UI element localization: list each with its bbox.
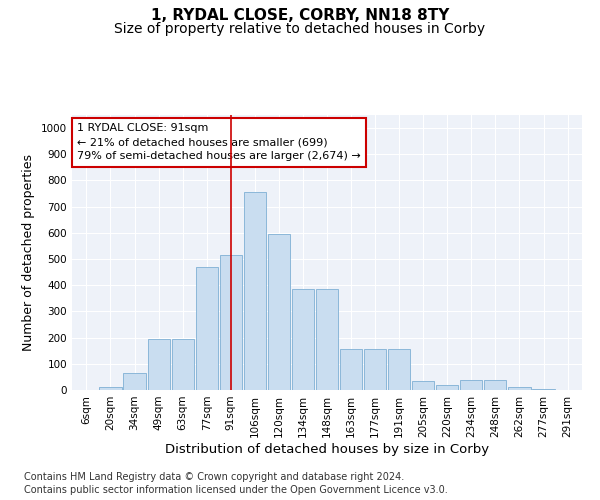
Bar: [100, 388, 122, 390]
Y-axis label: Number of detached properties: Number of detached properties: [22, 154, 35, 351]
Bar: [220, 255, 242, 390]
Bar: [388, 350, 410, 390]
Bar: [196, 267, 218, 390]
Bar: [268, 234, 290, 390]
X-axis label: Distribution of detached houses by size in Corby: Distribution of detached houses by size …: [165, 442, 489, 456]
Bar: [460, 380, 482, 390]
Bar: [124, 373, 146, 390]
Bar: [364, 350, 386, 390]
Bar: [484, 380, 506, 390]
Bar: [316, 289, 338, 390]
Bar: [532, 388, 554, 390]
Bar: [292, 289, 314, 390]
Bar: [340, 350, 362, 390]
Bar: [412, 381, 434, 390]
Bar: [148, 339, 170, 390]
Text: Contains public sector information licensed under the Open Government Licence v3: Contains public sector information licen…: [24, 485, 448, 495]
Bar: [172, 339, 194, 390]
Text: Size of property relative to detached houses in Corby: Size of property relative to detached ho…: [115, 22, 485, 36]
Text: 1 RYDAL CLOSE: 91sqm
← 21% of detached houses are smaller (699)
79% of semi-deta: 1 RYDAL CLOSE: 91sqm ← 21% of detached h…: [77, 123, 361, 161]
Text: Contains HM Land Registry data © Crown copyright and database right 2024.: Contains HM Land Registry data © Crown c…: [24, 472, 404, 482]
Text: 1, RYDAL CLOSE, CORBY, NN18 8TY: 1, RYDAL CLOSE, CORBY, NN18 8TY: [151, 8, 449, 22]
Bar: [244, 192, 266, 390]
Bar: [436, 385, 458, 390]
Bar: [508, 388, 530, 390]
